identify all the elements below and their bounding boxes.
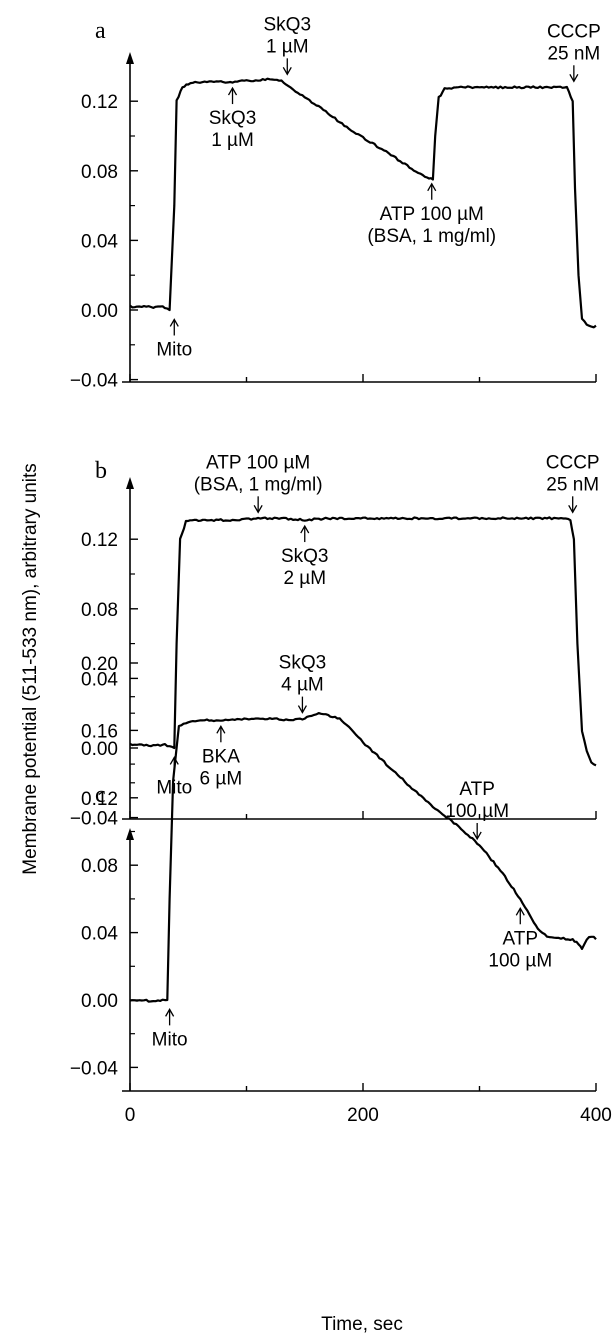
- annotation-arrowhead: [169, 756, 179, 765]
- annotation-label: 1 µM: [211, 130, 254, 151]
- y-tick-label: 0.12: [81, 789, 118, 810]
- panel-c: c 0 200 400 0.20 0.16 0.12 0.08 0.04 0.00 −0.04 Mit…: [70, 653, 612, 1126]
- annotation-label: SkQ3: [281, 546, 329, 567]
- annotation-arrowhead: [569, 73, 579, 83]
- y-axis-arrow: [126, 52, 134, 64]
- x-tick-label: 400: [580, 1105, 612, 1126]
- annotation-label: Mito: [156, 777, 192, 798]
- annotation-arrowhead: [253, 504, 263, 514]
- annotation-label: Mito: [152, 1029, 188, 1050]
- annotation-arrowhead: [515, 906, 525, 916]
- y-tick-label: −0.04: [70, 1058, 119, 1079]
- annotation-arrowhead: [282, 66, 292, 76]
- series-line: [129, 712, 597, 1003]
- annotation-arrowhead: [568, 504, 578, 514]
- annotation-arrowhead: [227, 86, 238, 96]
- y-tick-label: 0.20: [81, 654, 118, 675]
- x-tick-label: 0: [125, 1105, 136, 1126]
- annotation-arrowhead: [216, 724, 226, 734]
- y-tick-label: 0.12: [81, 92, 118, 113]
- annotation-arrowhead: [472, 831, 482, 841]
- annotation-arrowhead: [297, 705, 307, 714]
- y-axis-title: Membrane potential (511-533 nm), arbitra…: [20, 463, 41, 875]
- y-tick-label: 0.08: [81, 600, 118, 621]
- annotation-arrowhead: [165, 1008, 175, 1017]
- y-tick-label: 0.08: [81, 162, 118, 183]
- y-axis-arrow: [126, 477, 134, 489]
- x-axis-title: Time, sec: [321, 1314, 403, 1335]
- y-tick-label: 0.12: [81, 530, 118, 551]
- annotation-label: ATP 100 µM: [206, 452, 310, 473]
- annotation-label: ATP: [503, 928, 539, 949]
- y-tick-label: −0.04: [70, 371, 119, 392]
- series-line: [129, 77, 597, 329]
- annotation-label: 100 µM: [445, 801, 509, 822]
- annotation-arrowhead: [427, 182, 437, 192]
- annotation-label: 4 µM: [281, 675, 324, 696]
- y-tick-label: 0.00: [81, 301, 118, 322]
- y-tick-label: 0.04: [81, 924, 118, 945]
- y-tick-label: 0.04: [81, 669, 118, 690]
- annotation-label: ATP: [459, 779, 495, 800]
- y-axis-arrow: [126, 828, 134, 840]
- annotation-label: 6 µM: [200, 768, 243, 789]
- panel-letter: c: [95, 782, 106, 808]
- annotation-label: (BSA, 1 mg/ml): [367, 226, 496, 247]
- annotation-label: ATP 100 µM: [380, 204, 484, 225]
- annotation-label: CCCP: [546, 452, 600, 473]
- annotation-label: SkQ3: [279, 653, 327, 674]
- y-tick-label: 0.04: [81, 231, 118, 252]
- annotation-label: 100 µM: [488, 950, 552, 971]
- panel-letter: a: [95, 18, 106, 44]
- panel-letter: b: [95, 458, 107, 484]
- annotation-label: SkQ3: [264, 14, 312, 35]
- annotation-label: Mito: [156, 339, 192, 360]
- annotation-label: 2 µM: [283, 568, 326, 589]
- y-tick-label: 0.00: [81, 739, 118, 760]
- y-tick-label: 0.08: [81, 856, 118, 877]
- x-tick-label: 200: [347, 1105, 379, 1126]
- y-tick-label: −0.04: [70, 809, 119, 830]
- annotation-label: (BSA, 1 mg/ml): [194, 474, 323, 495]
- series-line: [129, 516, 597, 767]
- annotation-arrowhead: [169, 318, 179, 327]
- annotation-label: 25 nM: [546, 474, 599, 495]
- y-tick-label: 0.16: [81, 721, 118, 742]
- annotation-label: 1 µM: [266, 36, 309, 57]
- annotation-label: BKA: [202, 746, 240, 767]
- annotation-label: CCCP: [547, 21, 601, 42]
- annotation-arrowhead: [300, 524, 310, 534]
- y-tick-label: 0.00: [81, 991, 118, 1012]
- annotation-label: 25 nM: [547, 43, 600, 64]
- annotation-label: SkQ3: [209, 108, 257, 129]
